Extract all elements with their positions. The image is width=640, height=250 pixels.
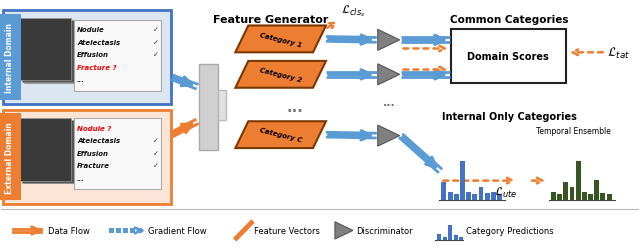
FancyBboxPatch shape bbox=[607, 194, 612, 200]
Text: ...: ... bbox=[77, 77, 85, 83]
FancyBboxPatch shape bbox=[466, 192, 471, 200]
FancyBboxPatch shape bbox=[3, 110, 171, 204]
FancyBboxPatch shape bbox=[479, 188, 483, 200]
FancyBboxPatch shape bbox=[130, 228, 135, 233]
FancyBboxPatch shape bbox=[460, 238, 463, 240]
FancyBboxPatch shape bbox=[451, 30, 566, 84]
FancyBboxPatch shape bbox=[116, 228, 121, 233]
Text: ✓: ✓ bbox=[153, 138, 159, 144]
Polygon shape bbox=[378, 30, 399, 51]
Text: Domain Scores: Domain Scores bbox=[467, 52, 549, 62]
Text: $\mathcal{L}_{tat}$: $\mathcal{L}_{tat}$ bbox=[607, 46, 630, 60]
FancyBboxPatch shape bbox=[74, 119, 161, 190]
Text: ...: ... bbox=[77, 175, 85, 181]
Text: Internal Domain: Internal Domain bbox=[5, 23, 14, 93]
FancyBboxPatch shape bbox=[491, 192, 496, 200]
Text: Temporal Ensemble: Temporal Ensemble bbox=[536, 126, 611, 136]
FancyBboxPatch shape bbox=[22, 21, 74, 83]
FancyBboxPatch shape bbox=[551, 192, 556, 200]
Text: Effusion: Effusion bbox=[77, 150, 109, 156]
Polygon shape bbox=[335, 222, 353, 239]
Text: Effusion: Effusion bbox=[77, 52, 109, 58]
Polygon shape bbox=[236, 26, 326, 53]
Text: Category 2: Category 2 bbox=[259, 67, 302, 83]
Text: Atelectasis: Atelectasis bbox=[77, 138, 120, 144]
Text: Atelectasis: Atelectasis bbox=[77, 40, 120, 46]
FancyBboxPatch shape bbox=[594, 180, 599, 200]
Text: Category Predictions: Category Predictions bbox=[467, 226, 554, 235]
Text: ✓: ✓ bbox=[153, 52, 159, 58]
Polygon shape bbox=[236, 62, 326, 88]
FancyBboxPatch shape bbox=[22, 121, 74, 183]
Text: Internal Only Categories: Internal Only Categories bbox=[442, 111, 577, 121]
FancyBboxPatch shape bbox=[449, 225, 452, 240]
FancyBboxPatch shape bbox=[218, 90, 227, 121]
FancyBboxPatch shape bbox=[447, 192, 452, 200]
Text: Gradient Flow: Gradient Flow bbox=[148, 226, 206, 235]
FancyBboxPatch shape bbox=[24, 122, 76, 184]
FancyBboxPatch shape bbox=[24, 22, 76, 84]
FancyBboxPatch shape bbox=[460, 162, 465, 200]
Text: Feature Generator: Feature Generator bbox=[212, 15, 328, 25]
FancyBboxPatch shape bbox=[582, 192, 587, 200]
FancyBboxPatch shape bbox=[109, 228, 114, 233]
FancyBboxPatch shape bbox=[570, 188, 575, 200]
FancyBboxPatch shape bbox=[600, 193, 605, 200]
Text: Data Flow: Data Flow bbox=[48, 226, 90, 235]
FancyBboxPatch shape bbox=[576, 162, 580, 200]
FancyBboxPatch shape bbox=[3, 11, 171, 104]
Text: Common Categories: Common Categories bbox=[450, 15, 568, 25]
FancyBboxPatch shape bbox=[497, 194, 502, 200]
FancyBboxPatch shape bbox=[443, 238, 447, 240]
FancyBboxPatch shape bbox=[137, 228, 142, 233]
Text: Discriminator: Discriminator bbox=[356, 226, 412, 235]
Text: ✓: ✓ bbox=[153, 27, 159, 33]
Text: $\mathcal{L}_{cls_s}$: $\mathcal{L}_{cls_s}$ bbox=[341, 3, 365, 19]
FancyBboxPatch shape bbox=[557, 194, 562, 200]
Text: $\mathcal{L}_{ute}$: $\mathcal{L}_{ute}$ bbox=[495, 185, 518, 199]
Polygon shape bbox=[378, 126, 399, 146]
FancyBboxPatch shape bbox=[588, 194, 593, 200]
FancyBboxPatch shape bbox=[454, 194, 459, 200]
Text: ✓: ✓ bbox=[153, 163, 159, 169]
FancyBboxPatch shape bbox=[484, 193, 490, 200]
FancyBboxPatch shape bbox=[563, 182, 568, 200]
FancyBboxPatch shape bbox=[74, 21, 161, 91]
Text: Category 1: Category 1 bbox=[259, 32, 302, 48]
Text: ...: ... bbox=[287, 100, 303, 115]
Text: ✓: ✓ bbox=[153, 40, 159, 46]
Text: Feature Vectors: Feature Vectors bbox=[254, 226, 320, 235]
Text: Nodule ?: Nodule ? bbox=[77, 126, 111, 132]
Text: Fracture: Fracture bbox=[77, 163, 110, 169]
FancyBboxPatch shape bbox=[442, 182, 447, 200]
Text: Fracture ?: Fracture ? bbox=[77, 64, 116, 70]
FancyBboxPatch shape bbox=[454, 235, 458, 240]
Text: Nodule: Nodule bbox=[77, 27, 105, 33]
FancyBboxPatch shape bbox=[123, 228, 128, 233]
Text: External Domain: External Domain bbox=[5, 121, 14, 193]
Text: ...: ... bbox=[383, 98, 396, 108]
FancyBboxPatch shape bbox=[438, 234, 442, 240]
Polygon shape bbox=[378, 64, 399, 86]
Text: ✓: ✓ bbox=[153, 150, 159, 156]
FancyBboxPatch shape bbox=[19, 119, 71, 181]
Polygon shape bbox=[236, 122, 326, 148]
FancyBboxPatch shape bbox=[19, 19, 71, 81]
FancyBboxPatch shape bbox=[472, 194, 477, 200]
FancyBboxPatch shape bbox=[198, 64, 218, 150]
Text: Category C: Category C bbox=[259, 127, 303, 143]
